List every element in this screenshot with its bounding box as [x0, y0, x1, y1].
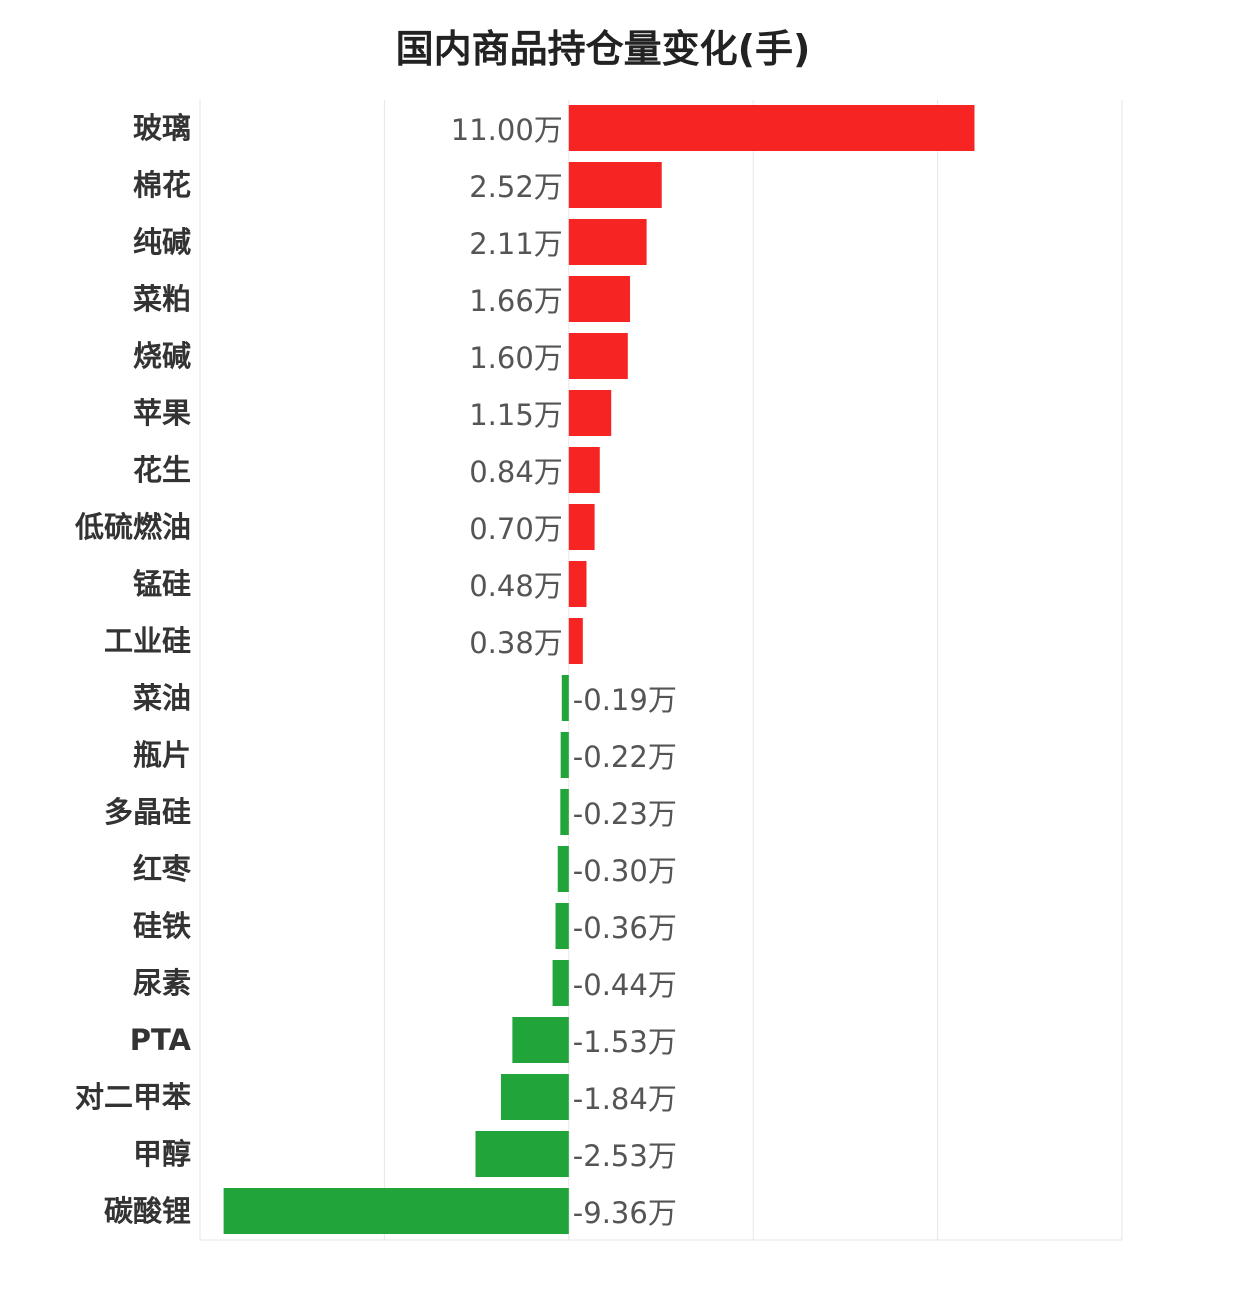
- bar-15: [552, 960, 569, 1006]
- data-label: 0.70万: [469, 512, 563, 546]
- category-label: 玻璃: [133, 111, 191, 145]
- bar-2: [568, 219, 647, 265]
- data-label: -0.19万: [573, 683, 677, 717]
- category-label: 菜粕: [133, 282, 191, 316]
- category-label: 工业硅: [104, 624, 191, 658]
- data-label: -2.53万: [573, 1139, 677, 1173]
- data-label: 1.60万: [469, 341, 563, 375]
- category-label: 红枣: [133, 852, 192, 886]
- category-label: 硅铁: [133, 909, 191, 943]
- data-label: -0.36万: [573, 911, 677, 945]
- data-label: 1.66万: [469, 284, 563, 318]
- bar-16: [512, 1017, 569, 1063]
- bar-14: [555, 903, 569, 949]
- bar-0: [568, 105, 975, 151]
- data-label: -1.84万: [573, 1082, 677, 1116]
- data-label: -1.53万: [573, 1025, 677, 1059]
- category-label: 低硫燃油: [74, 510, 191, 544]
- bar-3: [568, 276, 631, 322]
- bar-12: [560, 789, 569, 835]
- category-label: 碳酸锂: [104, 1194, 191, 1228]
- bar-19: [223, 1188, 569, 1234]
- bar-18: [475, 1131, 569, 1177]
- data-label: 0.84万: [469, 455, 563, 489]
- bar-6: [568, 447, 600, 493]
- data-label: 11.00万: [451, 113, 563, 147]
- category-label: PTA: [130, 1023, 192, 1057]
- bar-17: [500, 1074, 569, 1120]
- category-label: 纯碱: [133, 225, 191, 259]
- category-label: 菜油: [133, 681, 191, 715]
- category-label: 烧碱: [133, 339, 191, 373]
- data-label: 1.15万: [469, 398, 563, 432]
- bar-10: [561, 675, 569, 721]
- data-label: 2.52万: [469, 170, 563, 204]
- data-label: -0.22万: [573, 740, 677, 774]
- data-label: -0.30万: [573, 854, 677, 888]
- category-label: 花生: [133, 453, 191, 487]
- data-label: 0.48万: [469, 569, 563, 603]
- bar-13: [557, 846, 569, 892]
- category-label: 尿素: [133, 966, 191, 1000]
- bar-layer: [223, 105, 975, 1234]
- bar-11: [560, 732, 569, 778]
- bar-8: [568, 561, 587, 607]
- category-label: 瓶片: [133, 738, 191, 772]
- data-label: -0.44万: [573, 968, 677, 1002]
- data-label: -0.23万: [573, 797, 677, 831]
- category-label: 棉花: [133, 168, 191, 202]
- grid-layer: [199, 100, 1123, 1241]
- data-label: -9.36万: [573, 1196, 677, 1230]
- category-label: 甲醇: [133, 1137, 191, 1171]
- bar-1: [568, 162, 662, 208]
- bar-9: [568, 618, 583, 664]
- category-label: 苹果: [133, 396, 191, 430]
- bar-5: [568, 390, 612, 436]
- data-label: 0.38万: [469, 626, 563, 660]
- category-label: 多晶硅: [104, 795, 191, 829]
- category-label: 对二甲苯: [75, 1080, 191, 1114]
- bar-4: [568, 333, 628, 379]
- bar-7: [568, 504, 595, 550]
- data-label: 2.11万: [469, 227, 563, 261]
- chart-title: 国内商品持仓量变化(手): [395, 27, 811, 71]
- category-label: 锰硅: [133, 567, 191, 601]
